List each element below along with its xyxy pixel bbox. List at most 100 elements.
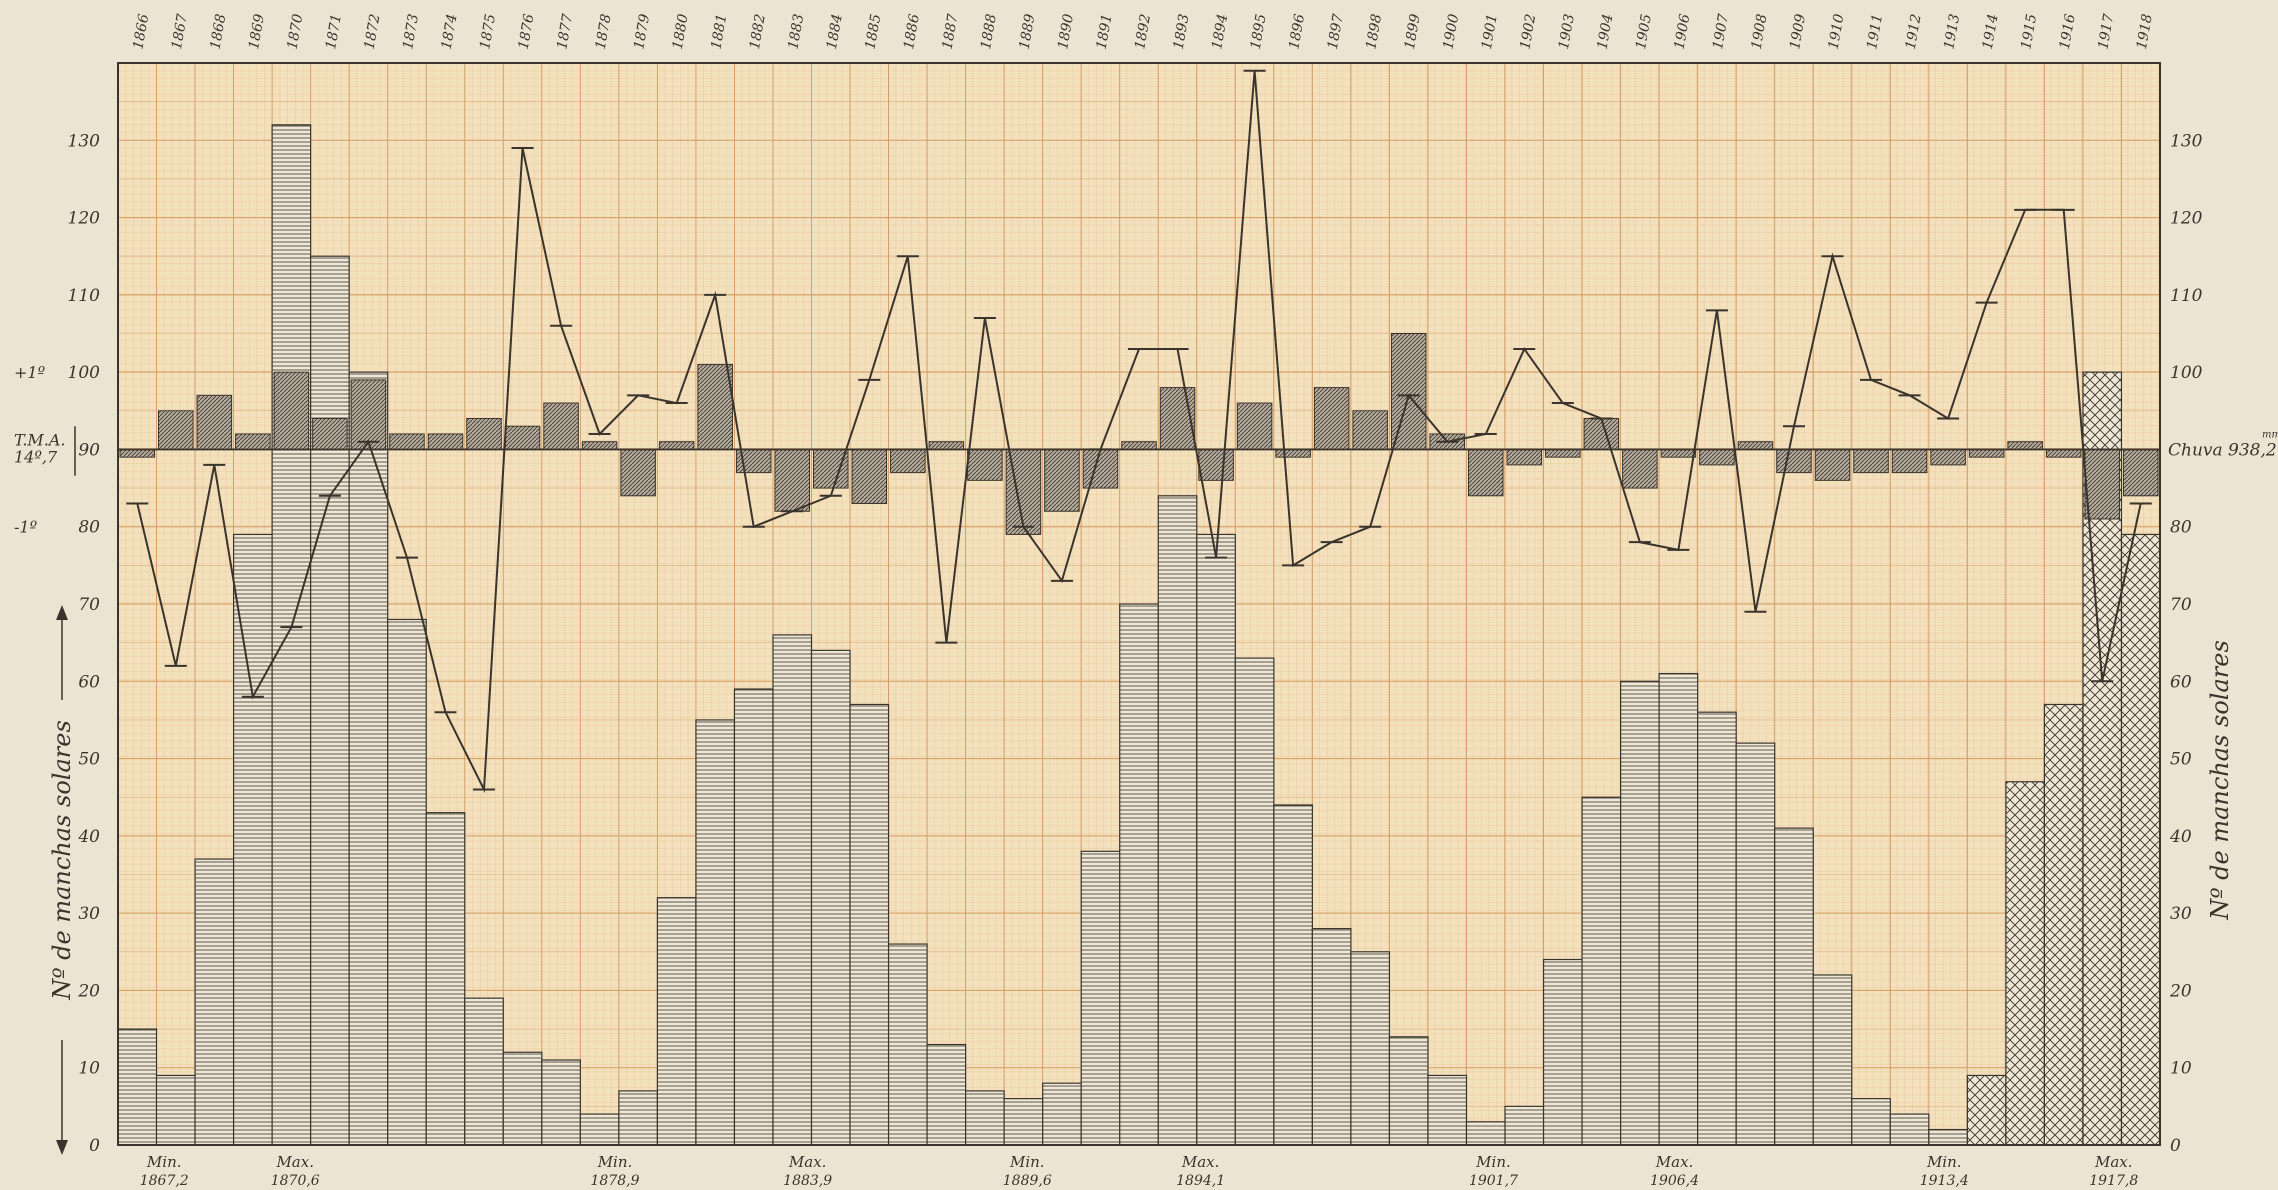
sunspot-bar-1887 [926,1043,967,1146]
y-tick-label-left-130: 130 [68,131,101,151]
anomaly-bar-1904 [1583,418,1620,450]
anomaly-bar-1915 [2007,441,2043,450]
sunspot-bar-1872 [348,371,389,1146]
sunspot-bar-1876 [502,1051,543,1146]
x-tick-label-1899: 1899 [1402,13,1424,51]
left-annotation-0: +1º [14,363,46,382]
x-tick-label-1900: 1900 [1440,13,1462,51]
anomaly-bar-1907 [1699,448,1735,466]
x-tick-label-1893: 1893 [1171,13,1193,51]
x-tick-label-1903: 1903 [1556,13,1578,51]
sunspot-bar-1898 [1350,951,1391,1146]
anomaly-bar-1917 [2084,448,2120,520]
anomaly-bar-1870 [273,371,310,450]
x-tick-label-1917: 1917 [2095,13,2117,51]
sunspot-bar-1879 [618,1090,658,1146]
x-tick-label-1884: 1884 [824,13,846,51]
right-annotation-unit: mm [2262,429,2278,440]
extrema-value-3: 1883,9 [783,1173,832,1189]
y-axis-label-left: Nº de manchas solares [48,605,76,1155]
y-tick-label-right-110: 110 [2170,286,2203,306]
sunspot-bar-1915 [2005,781,2046,1146]
x-tick-label-1887: 1887 [940,13,962,51]
y-tick-label-right-100: 100 [2170,363,2203,383]
y-tick-label-right-10: 10 [2170,1059,2192,1079]
x-tick-label-1908: 1908 [1749,13,1771,51]
x-tick-label-1881: 1881 [708,13,730,51]
sunspot-bar-1878 [579,1113,620,1146]
sunspot-bar-1908 [1735,742,1776,1146]
x-tick-label-1872: 1872 [362,13,384,51]
anomaly-bar-1890 [1044,448,1080,512]
sunspot-bar-1892 [1119,603,1159,1146]
sunspot-bar-1904 [1581,796,1622,1146]
x-tick-label-1889: 1889 [1017,13,1039,51]
anomaly-bar-1886 [890,448,926,474]
x-tick-label-1904: 1904 [1595,13,1617,51]
extrema-kind-2: Min. [597,1153,633,1171]
anomaly-bar-1902 [1506,448,1543,466]
anomaly-bar-1909 [1776,448,1812,474]
x-tick-label-1912: 1912 [1903,13,1925,51]
sunspot-bar-1882 [733,688,774,1146]
left-annotation-2: 14º,7 [14,447,58,466]
anomaly-bar-1913 [1930,448,1966,466]
extrema-value-6: 1901,7 [1469,1173,1518,1189]
y-tick-label-left-30: 30 [78,904,100,924]
sunspot-bar-1866 [117,1028,158,1146]
x-tick-label-1870: 1870 [285,13,307,51]
anomaly-bar-1896 [1275,448,1311,458]
anomaly-bar-1898 [1352,410,1388,450]
x-tick-label-1874: 1874 [439,13,461,51]
anomaly-bar-1887 [928,441,965,450]
x-tick-label-1896: 1896 [1286,13,1308,51]
sunspot-bar-1897 [1311,927,1352,1146]
x-tick-label-1888: 1888 [978,13,1000,51]
anomaly-bar-1914 [1968,448,2005,458]
x-tick-label-1891: 1891 [1094,13,1116,51]
anomaly-bar-1911 [1853,448,1889,474]
anomaly-bar-1910 [1814,448,1851,481]
sunspot-bar-1888 [965,1090,1005,1146]
anomaly-bar-1906 [1660,448,1697,458]
x-tick-label-1913: 1913 [1941,13,1963,51]
axis-frame [117,62,2161,1146]
anomaly-bar-1878 [581,441,618,450]
sunspot-bar-1918 [2120,533,2161,1146]
temperature-anomaly-bars [119,333,2159,535]
extrema-value-1: 1870,6 [271,1173,320,1189]
x-tick-label-1877: 1877 [554,13,576,51]
sunspot-bar-1875 [464,997,504,1146]
anomaly-bar-1888 [967,448,1003,481]
x-tick-label-1880: 1880 [670,13,692,51]
sunspot-bar-1911 [1851,1098,1891,1146]
y-tick-label-left-40: 40 [77,827,100,847]
anomaly-bar-1874 [427,433,464,450]
y-tick-label-left-120: 120 [68,209,101,229]
sunspot-bar-1913 [1928,1128,1968,1146]
anomaly-bar-1901 [1467,448,1504,497]
x-tick-label-1873: 1873 [400,13,422,51]
arrow-down-icon [56,1140,68,1155]
anomaly-bar-1905 [1622,448,1658,489]
sunspot-bars [117,124,2161,1146]
extrema-value-0: 1867,2 [140,1173,189,1189]
y-tick-label-right-80: 80 [2170,518,2192,538]
y-tick-label-left-20: 20 [77,981,100,1001]
x-tick-label-1907: 1907 [1710,13,1732,51]
sunspot-bar-1894 [1196,533,1236,1146]
x-tick-label-1910: 1910 [1826,13,1848,51]
sunspot-bar-1901 [1465,1121,1506,1146]
y-tick-label-left-90: 90 [78,440,100,460]
arrow-up-icon [56,605,68,620]
sunspot-bar-1868 [194,858,235,1146]
sunspot-bar-1890 [1042,1082,1082,1146]
sunspot-bar-1907 [1697,711,1737,1146]
sunspot-bar-1885 [849,703,890,1146]
sunspot-bar-1873 [387,618,427,1146]
anomaly-bar-1875 [466,418,502,450]
sunspot-bar-1916 [2043,703,2084,1146]
rainfall-line [126,69,2152,794]
y-tick-label-left-0: 0 [89,1136,100,1156]
sunspot-bar-1902 [1504,1105,1545,1146]
